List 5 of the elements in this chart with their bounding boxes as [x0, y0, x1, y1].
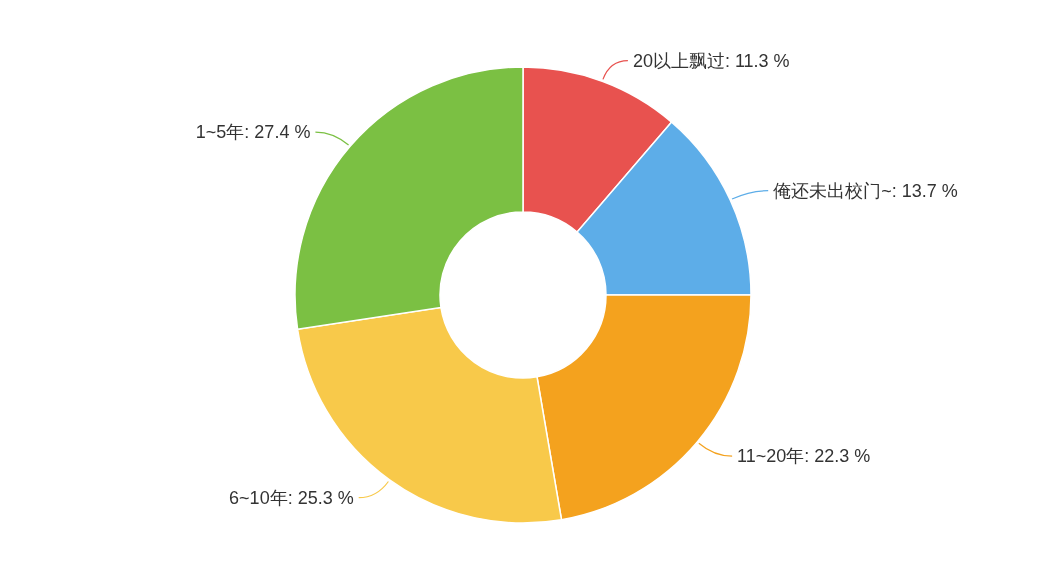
- slice-label: 20以上飘过: 11.3 %: [632, 50, 790, 71]
- slice-label: 1~5年: 27.4 %: [195, 122, 311, 143]
- slice-label: 6~10年: 25.3 %: [229, 487, 354, 508]
- slice-label: 11~20年: 22.3 %: [737, 446, 871, 467]
- slice-label: 俺还未出校门~: 13.7 %: [773, 180, 958, 201]
